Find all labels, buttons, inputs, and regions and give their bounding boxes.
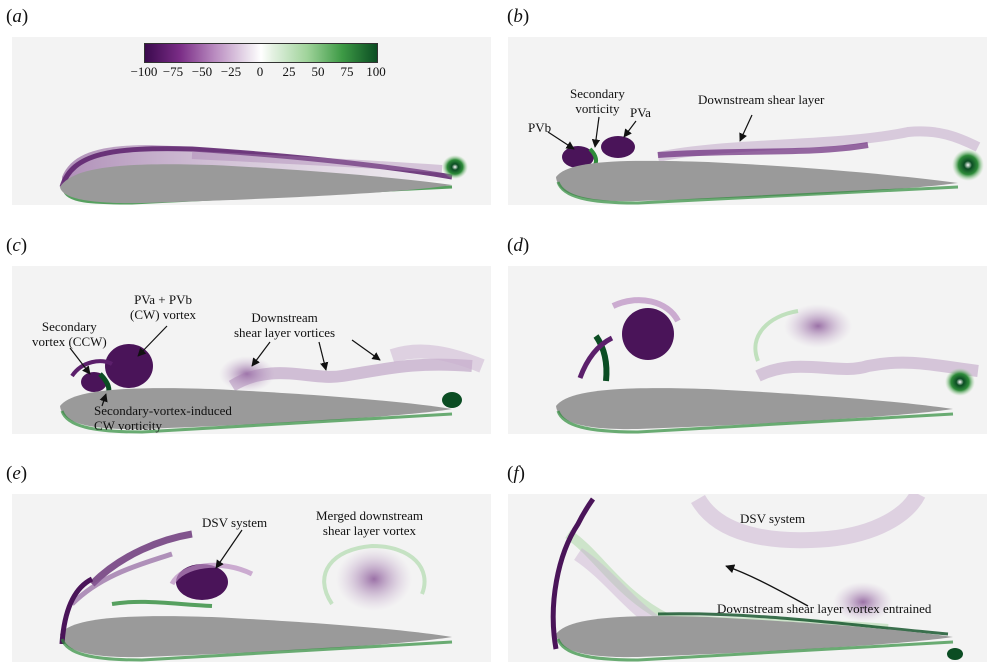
annotation-pvb: PVb (528, 120, 552, 135)
arrow-pva-pvb (137, 325, 168, 357)
annotation-dsv-system: DSV system (202, 515, 268, 530)
airfoil (60, 616, 452, 658)
panel-e: DSV system Merged downstream shear layer… (12, 494, 491, 662)
airfoil (60, 388, 452, 430)
annotation-downstream-vortices: Downstream shear layer vortices (234, 310, 336, 340)
colorbar-tick: 75 (340, 64, 354, 79)
panel-label-e: (e) (6, 463, 28, 484)
arrow-pvb (547, 131, 575, 150)
panel-f: DSV system Downstream shear layer vortex… (508, 494, 987, 662)
arrow-downstream-vortex-2 (318, 341, 329, 371)
annotation-induced-vorticity: Secondary-vortex-induced CW vorticity (94, 403, 232, 433)
panel-d (508, 266, 987, 434)
arrow-secondary-vortex (69, 347, 91, 375)
annotation-merged-vortex: Merged downstream shear layer vortex (316, 508, 423, 538)
panel-label-c: (c) (6, 235, 28, 256)
airfoil (556, 616, 953, 658)
arrow-secondary-vorticity (591, 116, 601, 148)
arrow-dsv-system (215, 529, 243, 569)
arrow-pva (623, 120, 637, 138)
panel-label-a: (a) (6, 6, 29, 27)
panel-b-flowfield (547, 114, 984, 205)
annotation-entrained: Downstream shear layer vortex entrained (717, 601, 932, 616)
panel-d-flowfield (556, 297, 979, 434)
annotation-pva: PVa (630, 105, 651, 120)
panel-b: PVb Secondary vorticity PVa Downstream s… (508, 37, 987, 205)
arrow-downstream-vortex-3 (351, 339, 381, 361)
arrow-entrained (725, 564, 809, 607)
annotation-secondary-vortex: Secondary vortex (CCW) (32, 319, 107, 349)
panel-a-flowfield (59, 145, 468, 205)
airfoil (60, 164, 452, 204)
panel-label-f: (f) (507, 463, 525, 484)
colorbar-tick: 25 (282, 64, 296, 79)
colorbar-tick: −50 (191, 64, 213, 79)
panel-f-flowfield (550, 494, 963, 662)
panel-c-flowfield (60, 325, 485, 434)
colorbar-tick: −100 (130, 64, 158, 79)
colorbar-tick: 100 (366, 64, 386, 79)
annotation-downstream-shear-layer: Downstream shear layer (698, 92, 825, 107)
airfoil (556, 388, 953, 430)
colorbar-tick: 0 (256, 64, 264, 79)
colorbar-tick: −25 (220, 64, 242, 79)
colorbar-tick: −75 (162, 64, 184, 79)
panel-a: −100 −75 −50 −25 0 25 50 75 100 (12, 37, 491, 205)
airfoil (556, 160, 958, 202)
panel-label-d: (d) (507, 235, 530, 256)
arrow-downstream-shear-layer (739, 114, 753, 142)
colorbar-tick: 50 (311, 64, 325, 79)
annotation-pva-pvb: PVa + PVb (CW) vortex (130, 292, 197, 322)
annotation-dsv-system: DSV system (740, 511, 806, 526)
arrow-induced-vorticity (99, 393, 108, 407)
arrow-downstream-vortex-1 (251, 341, 271, 367)
panel-c: PVa + PVb (CW) vortex Secondary vortex (… (12, 266, 491, 434)
panel-e-flowfield (59, 529, 453, 662)
colorbar-gradient (144, 43, 378, 63)
annotation-secondary-vorticity: Secondary vorticity (570, 86, 625, 116)
panel-label-b: (b) (507, 6, 530, 27)
